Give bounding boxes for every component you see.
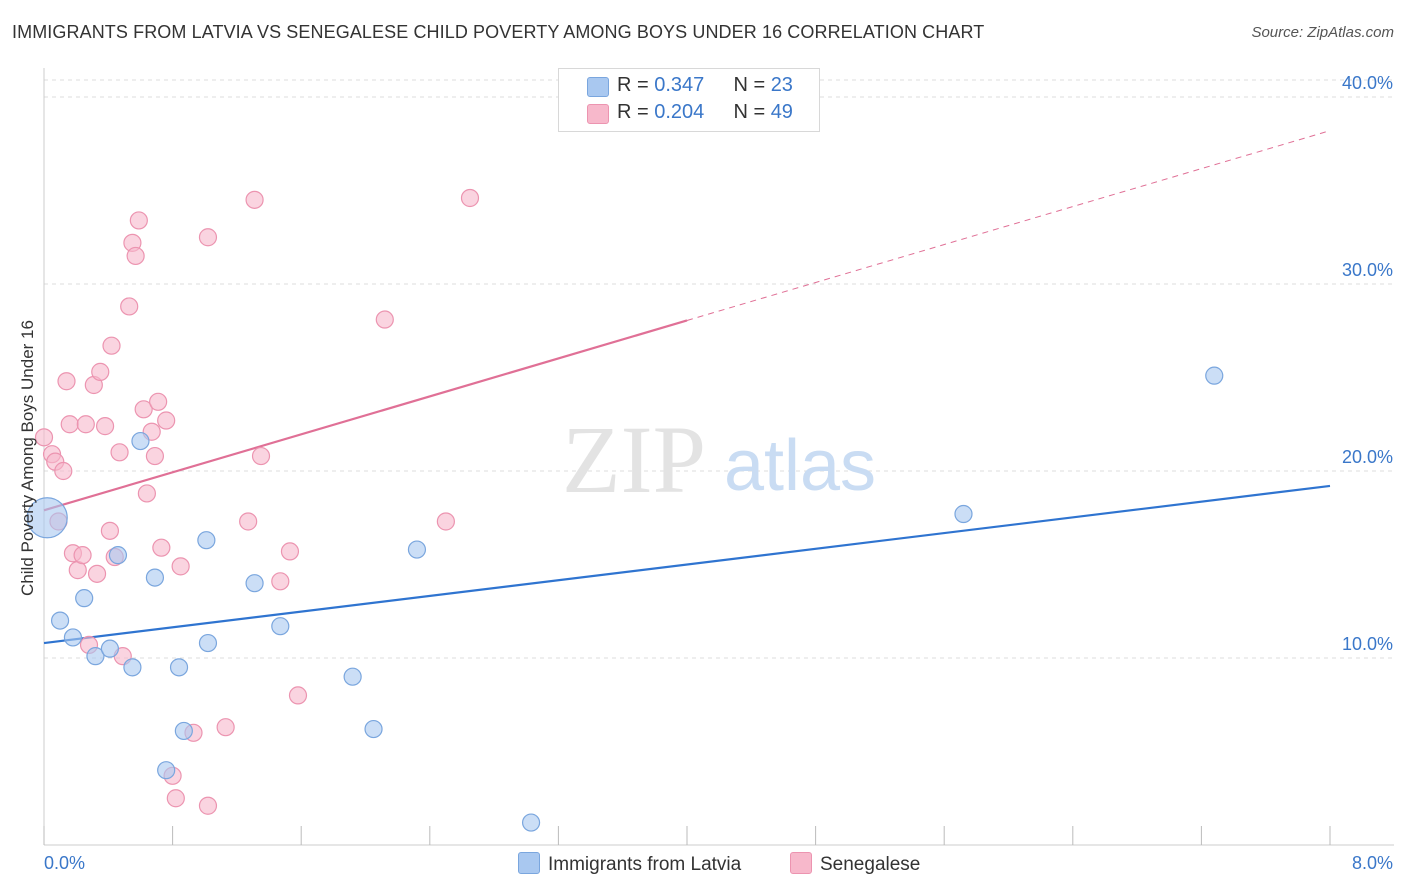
data-point-senegalese	[145, 446, 165, 466]
data-point-senegalese	[271, 572, 290, 591]
chart-title: IMMIGRANTS FROM LATVIA VS SENEGALESE CHI…	[12, 22, 985, 42]
data-point-senegalese	[76, 415, 95, 434]
data-point-senegalese	[216, 718, 235, 737]
data-point-latvia	[50, 611, 70, 630]
data-point-senegalese	[198, 228, 218, 247]
data-point-senegalese	[436, 512, 455, 531]
x-tick-label: 0.0%	[44, 853, 85, 873]
series-swatch-senegalese	[790, 852, 812, 874]
legend-swatch-latvia	[587, 77, 609, 97]
data-point-senegalese	[166, 789, 185, 808]
data-point-latvia	[26, 497, 68, 539]
y-axis-title: Child Poverty Among Boys Under 16	[18, 320, 37, 596]
y-tick-label: 30.0%	[1342, 260, 1393, 280]
y-tick-label: 10.0%	[1342, 634, 1393, 654]
x-tick-label: 8.0%	[1352, 853, 1393, 873]
legend-n-value: 49	[770, 101, 793, 123]
data-point-latvia	[343, 667, 362, 686]
data-point-senegalese	[54, 461, 73, 481]
data-point-latvia	[364, 719, 383, 739]
trend-line	[43, 484, 1331, 645]
data-point-latvia	[108, 546, 128, 565]
watermark: ZIP atlas	[562, 406, 876, 513]
legend-n-value: 23	[770, 74, 793, 96]
data-point-latvia	[145, 568, 165, 587]
series-label-latvia: Immigrants from Latvia	[548, 854, 742, 875]
watermark-zip: ZIP	[562, 406, 706, 513]
data-point-latvia	[245, 574, 264, 593]
data-point-senegalese	[134, 400, 153, 419]
data-point-senegalese	[57, 372, 76, 391]
data-point-senegalese	[375, 310, 394, 329]
series-legend-latvia: Immigrants from Latvia	[518, 852, 741, 876]
legend-r-label: R =	[617, 101, 655, 123]
data-point-senegalese	[60, 415, 79, 434]
legend-row-latvia: R = 0.347 N = 23	[617, 74, 793, 100]
series-legend-senegalese: Senegalese	[790, 852, 920, 876]
data-point-senegalese	[110, 443, 129, 462]
data-point-latvia	[169, 658, 189, 677]
trend-line-dashed	[686, 130, 1331, 321]
legend-row-senegalese: R = 0.204 N = 49	[617, 101, 793, 127]
data-point-senegalese	[73, 546, 92, 565]
data-point-senegalese	[100, 521, 120, 540]
data-point-latvia	[86, 647, 105, 666]
trend-line-solid	[43, 319, 688, 512]
data-point-senegalese	[245, 190, 264, 209]
data-point-latvia	[63, 628, 83, 647]
data-point-latvia	[521, 813, 541, 832]
data-point-senegalese	[87, 564, 107, 583]
data-point-latvia	[197, 531, 216, 550]
y-tick-label: 20.0%	[1342, 447, 1393, 467]
source-label: Source: ZipAtlas.com	[1251, 24, 1394, 41]
data-point-senegalese	[95, 417, 115, 436]
data-point-senegalese	[137, 484, 156, 503]
legend-r-label: R =	[617, 74, 655, 96]
data-point-latvia	[157, 761, 176, 780]
trend-layer	[43, 130, 1331, 645]
watermark-atlas: atlas	[724, 426, 876, 506]
data-point-senegalese	[91, 362, 110, 381]
grid-layer: 10.0% 20.0% 30.0% 40.0%	[44, 73, 1394, 659]
data-point-latvia	[1205, 366, 1224, 385]
y-tick-label: 40.0%	[1342, 73, 1393, 93]
axis-layer: 0.0% 8.0%	[43, 68, 1394, 873]
data-point-latvia	[123, 658, 142, 677]
data-point-senegalese	[120, 297, 139, 316]
data-point-latvia	[131, 431, 150, 451]
legend-r-value: 0.347	[654, 74, 705, 96]
data-point-latvia	[198, 633, 218, 653]
data-point-latvia	[75, 589, 94, 608]
data-point-senegalese	[460, 188, 480, 208]
data-point-senegalese	[288, 686, 308, 705]
data-point-latvia	[954, 504, 973, 524]
data-point-latvia	[271, 617, 290, 636]
data-point-senegalese	[129, 211, 148, 230]
data-point-latvia	[407, 540, 427, 559]
series-label-senegalese: Senegalese	[820, 854, 921, 875]
series-swatch-latvia	[518, 852, 540, 874]
data-point-senegalese	[149, 392, 168, 411]
data-point-senegalese	[280, 542, 300, 561]
data-point-senegalese	[198, 796, 218, 815]
data-point-senegalese	[251, 446, 271, 466]
data-point-senegalese	[152, 538, 171, 557]
data-point-senegalese	[126, 246, 145, 266]
data-point-senegalese	[239, 512, 258, 531]
data-point-latvia	[100, 639, 120, 658]
legend-swatch-senegalese	[587, 104, 609, 124]
data-point-senegalese	[34, 428, 54, 447]
data-point-senegalese	[171, 557, 190, 576]
data-point-senegalese	[102, 336, 121, 355]
legend-r-value: 0.204	[654, 101, 705, 123]
data-point-latvia	[174, 721, 193, 741]
legend-n-label: N =	[733, 74, 771, 96]
correlation-legend: R = 0.347 N = 23 R = 0.204 N = 49	[558, 68, 820, 132]
legend-n-label: N =	[733, 101, 771, 123]
points-layer	[26, 87, 1224, 832]
data-point-senegalese	[157, 411, 176, 430]
